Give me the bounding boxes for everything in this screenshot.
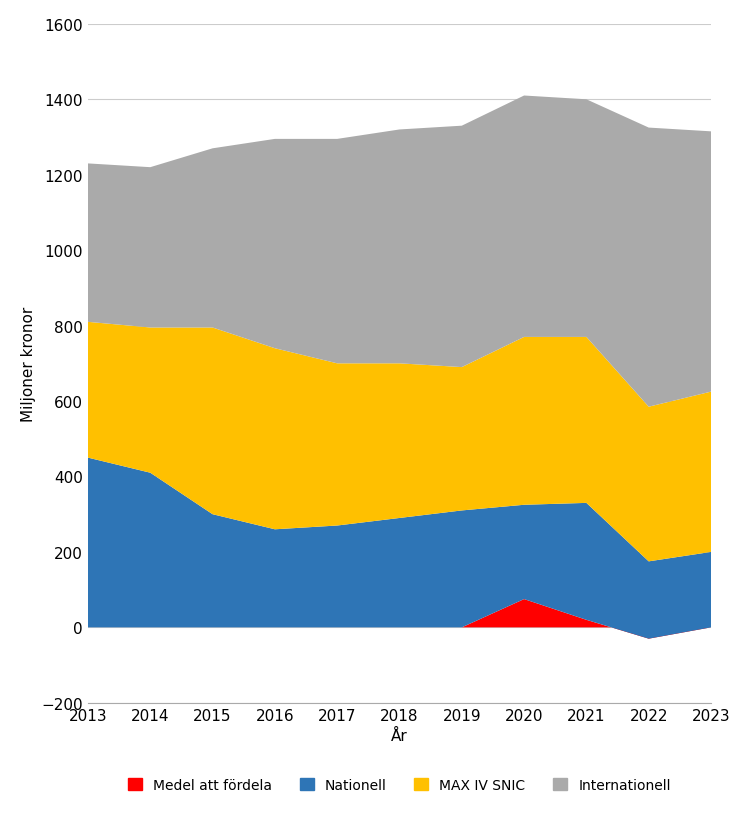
Y-axis label: Miljoner kronor: Miljoner kronor — [21, 306, 36, 422]
X-axis label: År: År — [391, 729, 408, 743]
Legend: Medel att fördela, Nationell, MAX IV SNIC, Internationell: Medel att fördela, Nationell, MAX IV SNI… — [128, 777, 671, 791]
